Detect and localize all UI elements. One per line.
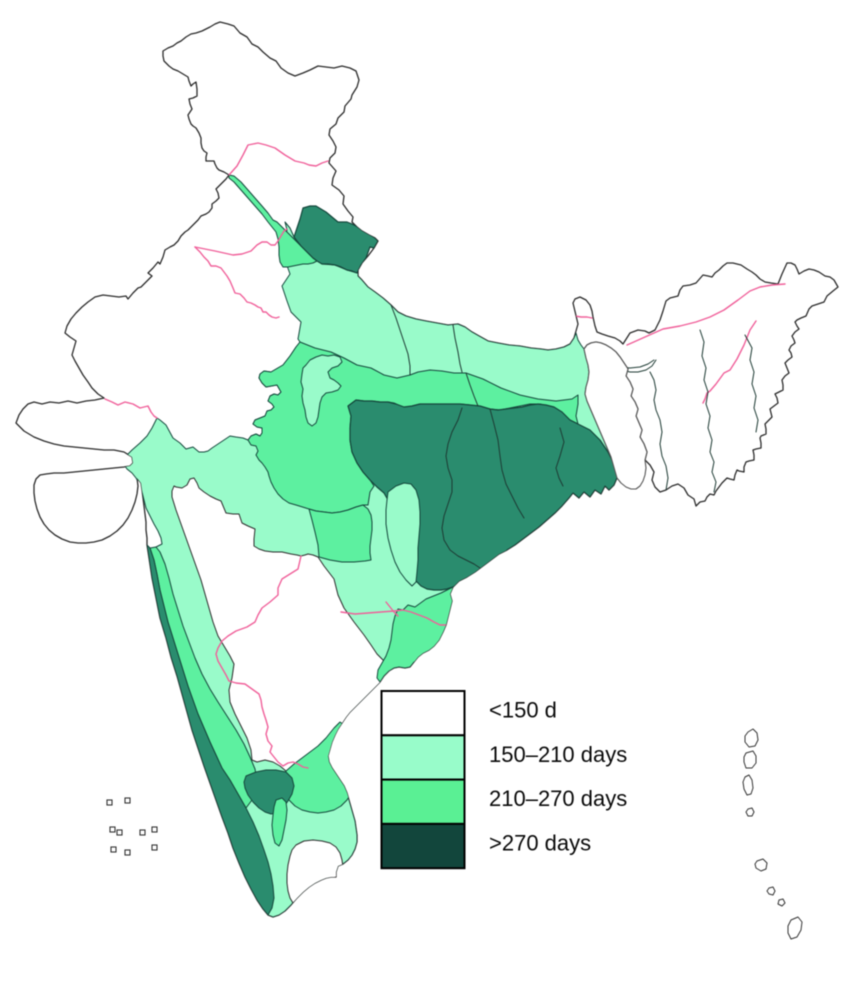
svg-text:210–270 days: 210–270 days	[489, 786, 627, 811]
svg-text:150–210 days: 150–210 days	[489, 742, 627, 767]
svg-text:<150 d: <150 d	[489, 698, 557, 723]
svg-text:>270 days: >270 days	[489, 831, 591, 856]
